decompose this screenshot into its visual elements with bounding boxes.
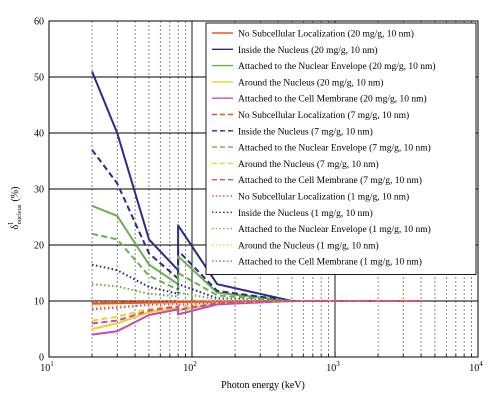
series-line bbox=[91, 300, 422, 311]
x-tick-label: 104 bbox=[469, 360, 483, 374]
y-tick-label: 60 bbox=[34, 17, 44, 28]
y-tick-label: 0 bbox=[39, 353, 44, 364]
legend-label: Around the Nucleus (1 mg/g, 10 nm) bbox=[238, 240, 379, 251]
legend-label: Around the Nucleus (20 mg/g, 10 nm) bbox=[238, 77, 383, 88]
legend-label: Attached to the Nuclear Envelope (20 mg/… bbox=[238, 61, 436, 72]
y-tick-label: 50 bbox=[34, 73, 44, 84]
legend-label: Attached to the Nuclear Envelope (7 mg/g… bbox=[238, 143, 431, 154]
x-tick-label: 101 bbox=[40, 360, 54, 374]
y-tick-label: 40 bbox=[34, 129, 44, 140]
series-line bbox=[91, 300, 422, 305]
x-axis-title: Photon energy (keV) bbox=[221, 380, 305, 391]
svg-text:δInucleus(%): δInucleus (%) bbox=[7, 187, 23, 230]
legend-label: No Subcellular Localization (20 mg/g, 10… bbox=[238, 29, 414, 40]
series-group bbox=[91, 71, 422, 336]
series-line bbox=[91, 71, 422, 302]
y-tick-label: 10 bbox=[34, 297, 44, 308]
y-axis-title-unit: (%) bbox=[10, 187, 21, 202]
legend-box bbox=[205, 22, 477, 275]
legend-label: Inside the Nucleus (7 mg/g, 10 nm) bbox=[238, 126, 373, 137]
y-axis-title-sup: I bbox=[7, 222, 15, 225]
legend-label: Inside the Nucleus (20 mg/g, 10 nm) bbox=[238, 45, 378, 56]
legend-label: Attached to the Cell Membrane (1 mg/g, 1… bbox=[238, 257, 422, 268]
y-tick-label: 30 bbox=[34, 185, 44, 196]
x-tick-label: 103 bbox=[326, 360, 340, 374]
y-axis-title-sub: nucleus bbox=[16, 204, 23, 224]
y-tick-label: 20 bbox=[34, 241, 44, 252]
legend-label: Attached to the Cell Membrane (20 mg/g, … bbox=[238, 94, 427, 105]
x-tick-label: 102 bbox=[183, 360, 197, 374]
y-axis-title-main: δ bbox=[10, 224, 21, 229]
legend-label: No Subcellular Localization (7 mg/g, 10 … bbox=[238, 110, 409, 121]
legend-label: Inside the Nucleus (1 mg/g, 10 nm) bbox=[238, 208, 373, 219]
legend-label: Attached to the Nuclear Envelope (1 mg/g… bbox=[238, 224, 431, 235]
legend-label: Attached to the Cell Membrane (7 mg/g, 1… bbox=[238, 175, 422, 186]
legend-label: Around the Nucleus (7 mg/g, 10 nm) bbox=[238, 159, 379, 170]
y-axis-title: δInucleus (%) bbox=[7, 187, 23, 230]
axis-ticks: 101 102 103 104 0 10 20 30 40 50 60 bbox=[34, 17, 483, 375]
legend-label: No Subcellular Localization (1 mg/g, 10 … bbox=[238, 192, 409, 203]
legend: No Subcellular Localization (20 mg/g, 10… bbox=[205, 22, 477, 275]
